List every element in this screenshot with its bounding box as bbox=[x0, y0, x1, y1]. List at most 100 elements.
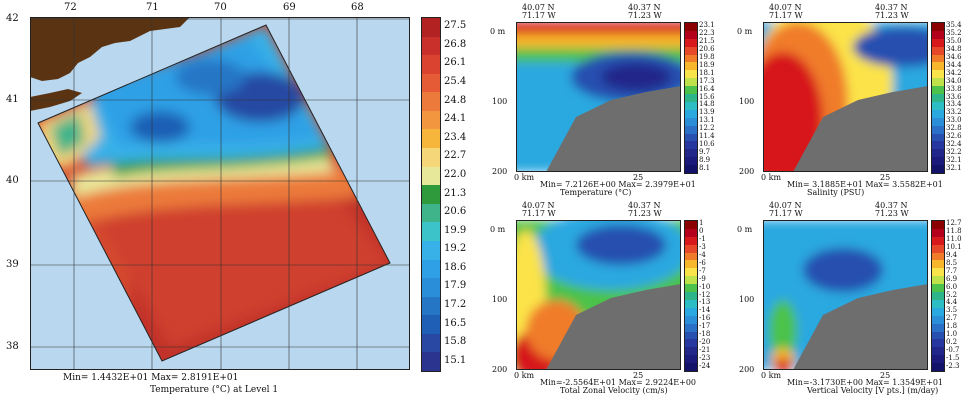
colorbar-swatch bbox=[685, 244, 697, 254]
main-minmax: Min= 1.4432E+01 Max= 2.8191E+01 bbox=[63, 373, 239, 383]
colorbar-swatch bbox=[932, 30, 944, 40]
field-patch bbox=[769, 300, 797, 360]
colorbar-label: 18.1 bbox=[699, 68, 715, 77]
colorbar-label: -20 bbox=[699, 337, 711, 346]
colorbar-swatch bbox=[685, 284, 697, 293]
colorbar-swatch bbox=[685, 38, 697, 48]
colorbar-swatch bbox=[422, 55, 440, 75]
section-right-lon: 71.23 W bbox=[628, 11, 662, 20]
colorbar-label: 18.9 bbox=[699, 60, 715, 69]
colorbar-label: 21.5 bbox=[699, 37, 715, 46]
x-label-25: 25 bbox=[633, 173, 644, 182]
colorbar-swatch bbox=[932, 62, 944, 71]
colorbar-label: 20.6 bbox=[699, 45, 715, 54]
colorbar-swatch bbox=[932, 260, 944, 269]
seafloor-bathymetry bbox=[546, 284, 681, 370]
depth-label-top: 0 m bbox=[490, 27, 506, 36]
colorbar-label: 11.8 bbox=[946, 227, 962, 236]
colorbar-swatch bbox=[685, 94, 697, 103]
section-left-lat: 40.07 N bbox=[769, 201, 802, 210]
colorbar-swatch bbox=[932, 268, 944, 277]
colorbar-swatch bbox=[685, 236, 697, 246]
colorbar-label: 20.6 bbox=[444, 206, 467, 218]
x-label-start: 0 km bbox=[514, 371, 535, 380]
colorbar-swatch bbox=[932, 347, 944, 356]
depth-label-mid: 100 bbox=[492, 295, 508, 304]
colorbar-label: -9 bbox=[699, 274, 706, 283]
colorbar-label: 19.9 bbox=[444, 224, 467, 236]
colorbar-swatch bbox=[932, 276, 944, 285]
colorbar-label: 26.8 bbox=[444, 38, 467, 50]
lon-tick-72: 72 bbox=[64, 2, 77, 13]
colorbar-swatch bbox=[422, 73, 440, 93]
field-patch bbox=[516, 22, 681, 34]
colorbar-label: 33.6 bbox=[946, 92, 962, 101]
colorbar-swatch bbox=[685, 117, 697, 127]
colorbar-label: 8.9 bbox=[699, 155, 711, 164]
depth-label-bot: 200 bbox=[739, 167, 755, 176]
section-field bbox=[516, 220, 681, 370]
section-left-lat: 40.07 N bbox=[769, 3, 802, 12]
colorbar-label: 34.4 bbox=[946, 60, 962, 69]
section-caption: Total Zonal Velocity (cm/s) bbox=[560, 386, 668, 395]
colorbar-label: 3.5 bbox=[946, 306, 958, 315]
colorbar-label: -1.5 bbox=[946, 353, 960, 362]
colorbar-label: 9.7 bbox=[699, 147, 711, 156]
colorbar-label: 14.8 bbox=[699, 100, 715, 109]
colorbar-swatch bbox=[932, 228, 944, 238]
colorbar-label: 24.1 bbox=[444, 113, 467, 125]
colorbar-label: 35.2 bbox=[946, 29, 962, 38]
x-label-start: 0 km bbox=[514, 173, 535, 182]
section-field bbox=[763, 22, 928, 172]
colorbar-label: 11.4 bbox=[699, 131, 715, 140]
lon-tick-70: 70 bbox=[214, 2, 227, 13]
colorbar-swatch bbox=[932, 299, 944, 309]
colorbar-swatch bbox=[685, 331, 697, 340]
colorbar-label: 32.4 bbox=[946, 139, 962, 148]
seafloor-bathymetry bbox=[793, 86, 928, 172]
colorbar-swatch bbox=[685, 228, 697, 238]
colorbar-swatch bbox=[685, 276, 697, 285]
colorbar-swatch bbox=[422, 18, 440, 38]
section-right-lat: 40.37 N bbox=[628, 201, 661, 210]
depth-label-bot: 200 bbox=[492, 167, 508, 176]
colorbar-swatch bbox=[932, 54, 944, 63]
lat-tick-40: 40 bbox=[6, 175, 19, 186]
colorbar-label: 2.7 bbox=[946, 314, 958, 323]
colorbar-swatch bbox=[685, 86, 697, 95]
colorbar-swatch bbox=[685, 221, 697, 230]
colorbar-swatch bbox=[422, 110, 440, 130]
main-colorbar bbox=[421, 17, 441, 372]
section-left-lon: 71.17 W bbox=[769, 11, 803, 20]
section-minmax: Min=-3.1730E+00 Max= 1.3549E+01 bbox=[787, 378, 943, 387]
colorbar-swatch bbox=[422, 36, 440, 56]
field-patch bbox=[803, 248, 883, 292]
x-label-start: 0 km bbox=[761, 173, 782, 182]
colorbar-label: -23 bbox=[699, 353, 711, 362]
colorbar-label: 15.6 bbox=[699, 92, 715, 101]
colorbar-label: 33.0 bbox=[946, 116, 962, 125]
colorbar-swatch bbox=[932, 125, 944, 135]
x-label-25: 25 bbox=[880, 371, 891, 380]
depth-label-mid: 100 bbox=[492, 97, 508, 106]
colorbar-swatch bbox=[932, 355, 944, 364]
colorbar-swatch bbox=[685, 347, 697, 356]
section-frame bbox=[516, 22, 681, 172]
colorbar-swatch bbox=[685, 307, 697, 317]
section-field bbox=[763, 220, 928, 370]
section-frame bbox=[516, 220, 681, 370]
colorbar-label: -18 bbox=[699, 329, 711, 338]
section-minmax: Min=-2.5564E+01 Max= 2.9224E+00 bbox=[540, 378, 696, 387]
field-patch bbox=[601, 63, 671, 91]
colorbar-label: 34.2 bbox=[946, 68, 962, 77]
x-label-start: 0 km bbox=[761, 371, 782, 380]
section-caption: Temperature (°C) bbox=[560, 188, 632, 197]
colorbar-swatch bbox=[932, 236, 944, 246]
section-caption: Vertical Velocity [V pts.] (m/day) bbox=[807, 386, 939, 395]
colorbar-swatch bbox=[685, 339, 697, 348]
colorbar-label: -7 bbox=[699, 266, 706, 275]
colorbar-swatch bbox=[932, 94, 944, 103]
field-patch bbox=[853, 27, 928, 67]
colorbar-label: -14 bbox=[699, 306, 711, 315]
colorbar-swatch bbox=[932, 157, 944, 166]
